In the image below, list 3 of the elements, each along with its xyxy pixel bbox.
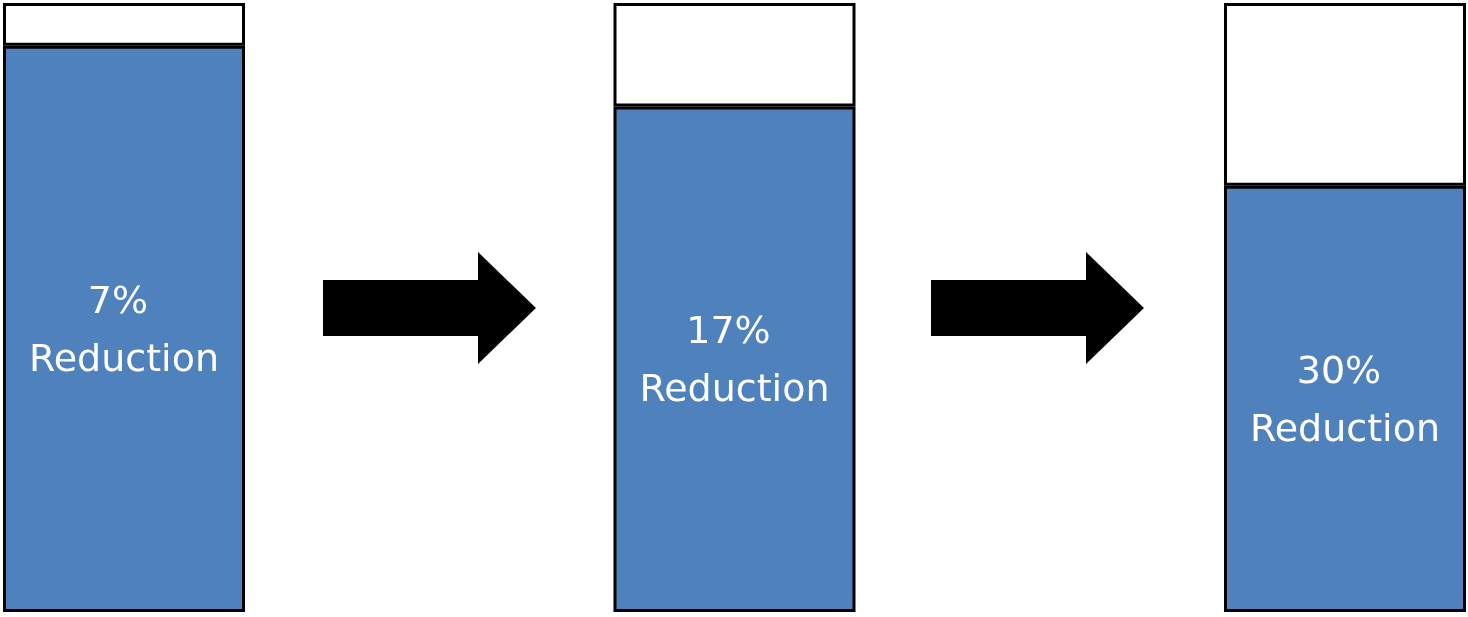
annotation: 17% Reduction [639,308,830,411]
annotation: 30% Reduction [1250,347,1440,450]
annotation: 7% Reduction [29,277,219,380]
